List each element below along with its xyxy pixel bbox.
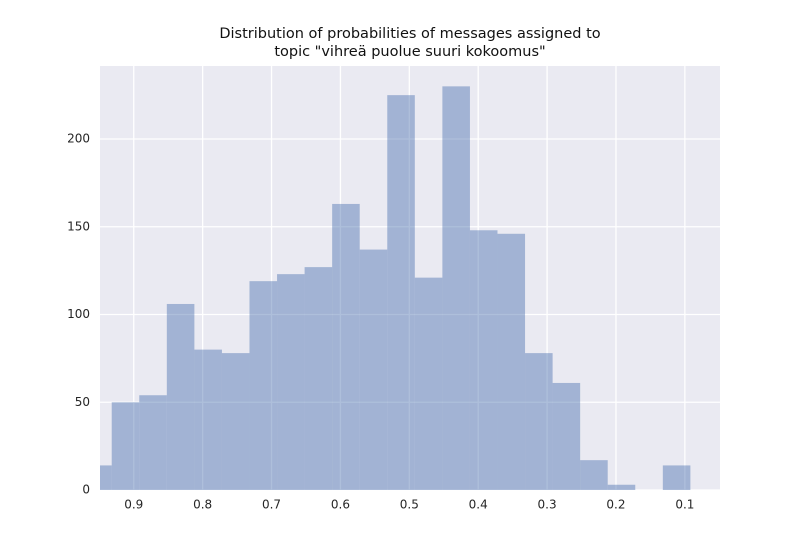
bar	[359, 249, 388, 490]
y-tick-label: 200	[67, 132, 90, 146]
bar	[111, 402, 140, 490]
x-tick-label: 0.2	[606, 498, 625, 512]
x-tick-label: 0.5	[400, 498, 419, 512]
y-tick-label: 50	[75, 395, 90, 409]
chart-title: Distribution of probabilities of message…	[219, 26, 600, 42]
x-tick-label: 0.7	[262, 498, 281, 512]
x-tick-label: 0.8	[193, 498, 212, 512]
bar	[442, 86, 470, 490]
bar	[100, 465, 112, 490]
bar	[387, 95, 415, 490]
bars	[100, 86, 691, 490]
x-tick-label: 0.1	[675, 498, 694, 512]
bar	[662, 465, 691, 490]
chart-title: topic "vihreä puolue suuri kokoomus"	[274, 44, 545, 60]
y-tick-label: 0	[82, 483, 90, 497]
x-tick-label: 0.3	[538, 498, 557, 512]
bar	[552, 382, 581, 490]
bar	[277, 274, 305, 490]
bar	[166, 303, 195, 490]
x-tick-label: 0.4	[469, 498, 488, 512]
bar	[469, 230, 498, 490]
bar	[249, 281, 278, 490]
bar	[580, 460, 608, 490]
bar	[414, 277, 443, 490]
x-tick-label: 0.6	[331, 498, 350, 512]
plot-background	[100, 66, 720, 490]
bar	[332, 203, 360, 490]
bar	[139, 395, 167, 490]
y-tick-label: 100	[67, 307, 90, 321]
bar	[607, 484, 636, 490]
bar	[525, 353, 553, 490]
bar	[497, 233, 526, 490]
bar	[194, 349, 222, 490]
y-tick-label: 150	[67, 219, 90, 233]
bar	[304, 267, 333, 490]
bar	[221, 353, 250, 490]
x-tick-label: 0.9	[124, 498, 143, 512]
